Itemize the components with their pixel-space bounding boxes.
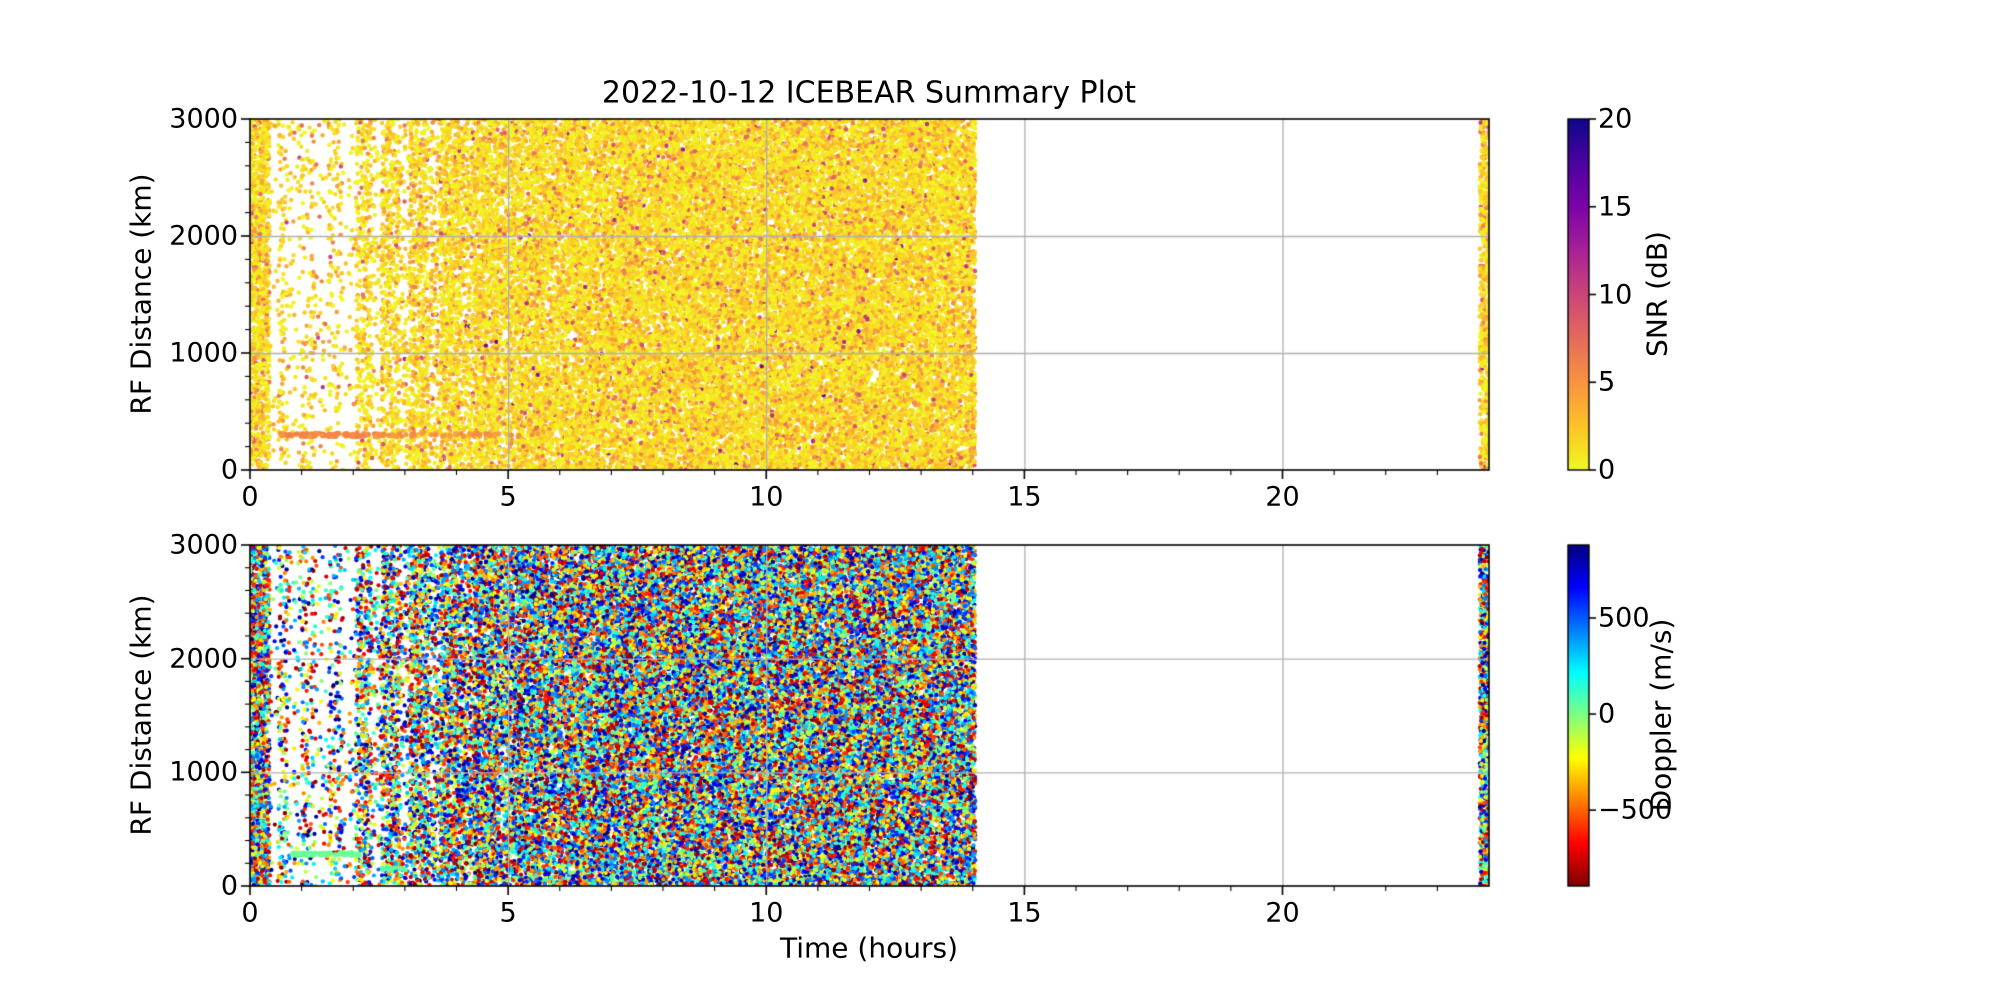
figure-title: 2022-10-12 ICEBEAR Summary Plot <box>601 75 1137 111</box>
colorbar-tick-label: 500 <box>1598 602 1650 634</box>
x-tick-label: 5 <box>499 481 517 513</box>
x-tick-label: 15 <box>1007 481 1042 513</box>
colorbar-tick-label: 0 <box>1598 454 1616 486</box>
snr-colorbar-label: SNR (dB) <box>1640 231 1674 357</box>
y-tick-label: 2000 <box>169 643 238 675</box>
colorbar-tick-label: 20 <box>1598 103 1633 135</box>
doppler-panel-y-axis-label: RF Distance (km) <box>124 594 158 836</box>
y-tick-label: 1000 <box>169 337 238 369</box>
x-tick-label: 5 <box>499 897 517 929</box>
y-tick-label: 0 <box>220 870 238 902</box>
x-tick-label: 10 <box>749 481 784 513</box>
y-tick-label: 1000 <box>169 756 238 788</box>
x-tick-label: 20 <box>1265 481 1300 513</box>
y-tick-label: 0 <box>220 454 238 486</box>
colorbar-tick-label: 10 <box>1598 279 1633 310</box>
x-tick-label: 20 <box>1265 897 1300 929</box>
y-tick-label: 3000 <box>169 529 238 561</box>
colorbar-tick-label: 0 <box>1598 698 1616 730</box>
doppler-colorbar-label: Doppler (m/s) <box>1644 618 1678 812</box>
colorbar-tick-label: −500 <box>1598 794 1673 826</box>
y-tick-label: 3000 <box>169 103 238 135</box>
y-tick-label: 2000 <box>169 220 238 252</box>
snr-panel-y-axis-label: RF Distance (km) <box>124 173 158 415</box>
x-tick-label: 0 <box>241 481 259 513</box>
x-tick-label: 10 <box>749 897 784 929</box>
x-axis-label: Time (hours) <box>780 931 958 965</box>
colorbar-tick-label: 15 <box>1598 191 1633 223</box>
x-tick-label: 15 <box>1007 897 1042 929</box>
colorbar-tick-label: 5 <box>1598 366 1616 398</box>
x-tick-label: 0 <box>241 897 259 929</box>
